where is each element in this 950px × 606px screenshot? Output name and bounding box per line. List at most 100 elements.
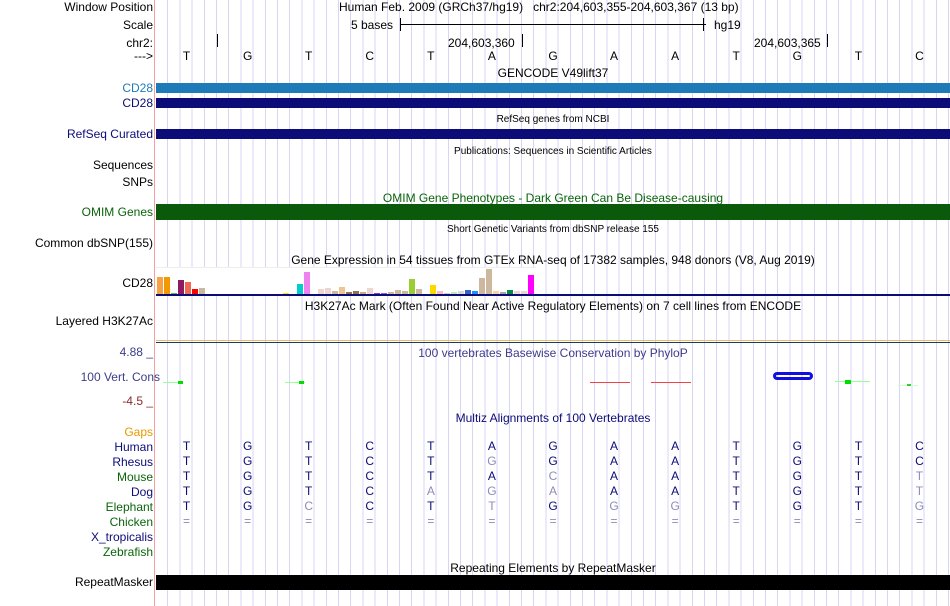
base-letter: T <box>732 49 740 63</box>
gtex-tissue-bar[interactable] <box>444 293 450 294</box>
species-label[interactable]: Human <box>114 440 153 454</box>
gtex-tissue-bar[interactable] <box>171 293 177 294</box>
gtex-tissue-bar[interactable] <box>451 292 457 294</box>
gtex-tissue-bar[interactable] <box>507 290 513 294</box>
species-label[interactable]: Elephant <box>105 500 153 514</box>
omim-label[interactable]: OMIM Genes <box>81 205 153 219</box>
gtex-tissue-bar[interactable] <box>192 289 198 294</box>
aligned-base: = <box>305 514 313 528</box>
gtex-tissue-bar[interactable] <box>493 291 499 294</box>
gtex-tissue-bar[interactable] <box>325 288 331 294</box>
rmsk-element[interactable] <box>156 575 950 590</box>
species-label[interactable]: Dog <box>130 485 153 499</box>
gtex-tissue-bar[interactable] <box>472 291 478 294</box>
base-letter: T <box>427 49 435 63</box>
gtex-bar-chart[interactable] <box>156 267 536 294</box>
refseq-title: RefSeq genes from NCBI <box>496 114 610 125</box>
aligned-base: = <box>427 514 435 528</box>
aligned-base: A <box>610 469 619 483</box>
aligned-base: A <box>487 469 496 483</box>
gencode-item-label[interactable]: CD28 <box>122 96 153 110</box>
aligned-base: = <box>244 514 252 528</box>
species-label[interactable]: Chicken <box>109 515 153 529</box>
omim-gene[interactable] <box>156 204 950 220</box>
gtex-tissue-bar[interactable] <box>157 277 163 294</box>
gtex-tissue-bar[interactable] <box>514 291 520 294</box>
refseq-gene[interactable] <box>156 129 950 139</box>
gtex-tissue-bar[interactable] <box>416 289 422 294</box>
gtex-tissue-bar[interactable] <box>164 277 170 294</box>
gtex-tissue-bar[interactable] <box>199 288 205 294</box>
gtex-tissue-bar[interactable] <box>437 291 443 294</box>
aligned-base: = <box>732 514 740 528</box>
gtex-tissue-bar[interactable] <box>360 292 366 294</box>
gtex-tissue-bar[interactable] <box>465 290 471 294</box>
gtex-tissue-bar[interactable] <box>318 289 324 294</box>
aligned-base: T <box>915 484 924 498</box>
gtex-tissue-bar[interactable] <box>388 292 394 294</box>
base-letter: A <box>671 49 680 63</box>
phylop-min: -4.5 _ <box>122 394 153 408</box>
gtex-tissue-bar[interactable] <box>178 280 184 294</box>
gtex-tissue-bar[interactable] <box>332 291 338 294</box>
aligned-base: A <box>671 484 680 498</box>
aligned-base: T <box>427 454 435 468</box>
gtex-tissue-bar[interactable] <box>283 293 289 294</box>
gtex-tissue-bar[interactable] <box>304 272 310 294</box>
aligned-base: T <box>915 469 924 483</box>
gtex-tissue-bar[interactable] <box>486 269 492 294</box>
gtex-tissue-bar[interactable] <box>381 293 387 294</box>
gtex-label[interactable]: CD28 <box>122 276 153 290</box>
window-position-label: Window Position <box>64 0 153 14</box>
snps-label[interactable]: SNPs <box>122 175 153 189</box>
gtex-tissue-bar[interactable] <box>479 278 485 294</box>
rmsk-label[interactable]: RepeatMasker <box>74 575 153 589</box>
h3k27ac-label[interactable]: Layered H3K27Ac <box>55 314 153 328</box>
gtex-tissue-bar[interactable] <box>402 291 408 294</box>
aligned-base: T <box>732 469 740 483</box>
aligned-base: = <box>549 514 557 528</box>
aligned-base: = <box>671 514 679 528</box>
gtex-tissue-bar[interactable] <box>346 292 352 294</box>
gencode-transcript-1[interactable] <box>156 83 950 93</box>
publications-label[interactable]: Sequences <box>92 158 153 172</box>
aligned-base: = <box>366 514 374 528</box>
gtex-tissue-bar[interactable] <box>353 291 359 294</box>
position-label: 204,603,365 <box>754 36 821 50</box>
gtex-tissue-bar[interactable] <box>528 275 534 294</box>
species-label[interactable]: Mouse <box>116 470 153 484</box>
aligned-base: T <box>182 439 191 453</box>
gtex-tissue-bar[interactable] <box>185 282 191 294</box>
gtex-tissue-bar[interactable] <box>374 292 380 294</box>
gtex-tissue-bar[interactable] <box>521 291 527 294</box>
gtex-tissue-bar[interactable] <box>430 285 436 294</box>
refseq-label[interactable]: RefSeq Curated <box>66 127 153 141</box>
aligned-base: A <box>671 439 680 453</box>
gtex-tissue-bar[interactable] <box>458 291 464 294</box>
aligned-base: T <box>488 499 496 513</box>
species-label[interactable]: Zebrafish <box>102 545 153 559</box>
phylop-label[interactable]: 100 Vert. Cons <box>80 370 160 384</box>
gencode-item-label[interactable]: CD28 <box>122 81 153 95</box>
species-label[interactable]: Rhesus <box>112 455 153 469</box>
aligned-base: G <box>792 469 802 483</box>
gtex-tissue-bar[interactable] <box>367 288 373 294</box>
aligned-base: A <box>610 454 619 468</box>
gtex-tissue-bar[interactable] <box>297 284 303 294</box>
species-label[interactable]: X_tropicalis <box>90 530 153 544</box>
gtex-tissue-bar[interactable] <box>500 292 506 294</box>
gtex-tissue-bar[interactable] <box>409 279 415 294</box>
scale-label: Scale <box>122 18 153 32</box>
dbsnp-label[interactable]: Common dbSNP(155) <box>34 236 153 250</box>
aligned-base: T <box>182 469 191 483</box>
gtex-tissue-bar[interactable] <box>395 290 401 294</box>
gaps-label[interactable]: Gaps <box>124 425 153 439</box>
rmsk-title: Repeating Elements by RepeatMasker <box>450 561 656 575</box>
gencode-transcript-2[interactable] <box>156 98 950 108</box>
base-letter: G <box>792 49 802 63</box>
gtex-tissue-bar[interactable] <box>339 287 345 294</box>
aligned-base: T <box>305 439 313 453</box>
aligned-base: G <box>792 439 802 453</box>
strand-label: ---> <box>134 49 153 63</box>
